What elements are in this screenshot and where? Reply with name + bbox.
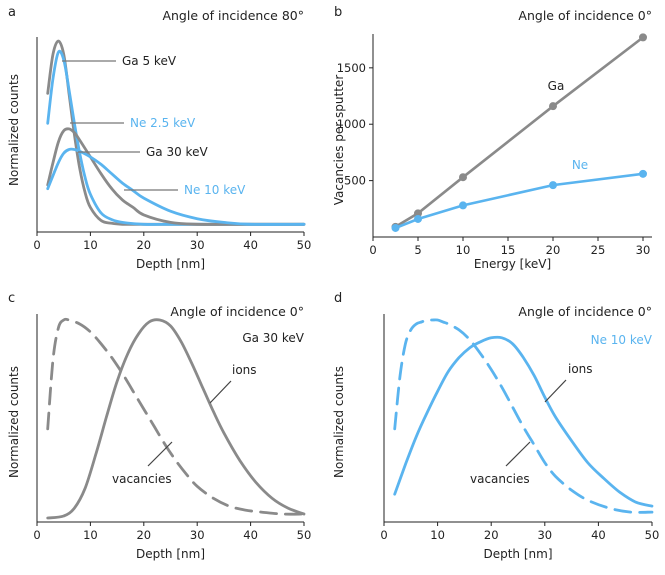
series-line-ga-30-kev bbox=[46, 127, 306, 226]
x-tick-label: 50 bbox=[297, 238, 312, 252]
data-point-ga bbox=[549, 102, 557, 111]
panel-b: b Angle of incidence 0° 0 5 10 15 20 25 30 500 100… bbox=[332, 5, 652, 271]
series-line-ga bbox=[394, 36, 645, 229]
panel-letter: c bbox=[8, 291, 15, 306]
x-tick-label: 20 bbox=[546, 243, 561, 257]
panel-letter: a bbox=[8, 5, 16, 20]
x-tick-label: 30 bbox=[537, 528, 552, 542]
panel-d: d Angle of incidence 0° 0 10 20 30 40 50 Depth [… bbox=[332, 291, 659, 561]
x-tick-label: 0 bbox=[33, 238, 40, 252]
x-tick-label: 0 bbox=[369, 243, 376, 257]
chart-title: Angle of incidence 0° bbox=[518, 8, 652, 23]
series-line-ne-10-kev bbox=[46, 147, 306, 226]
x-tick-label: 50 bbox=[645, 528, 660, 542]
subtitle: Ga 30 keV bbox=[242, 331, 304, 345]
x-tick-label: 20 bbox=[136, 238, 151, 252]
y-axis-label: Normalized counts bbox=[7, 366, 21, 478]
annotation-label: Ne 2.5 keV bbox=[130, 116, 196, 130]
series-line-ions bbox=[393, 335, 654, 508]
annotation-leader bbox=[544, 379, 567, 403]
annotation-leader bbox=[209, 380, 232, 404]
annotation-label: vacancies bbox=[470, 472, 530, 486]
y-tick-label: 500 bbox=[344, 174, 366, 188]
chart-title: Angle of incidence 0° bbox=[170, 304, 304, 319]
x-axis-label: Depth [nm] bbox=[483, 547, 552, 561]
chart-title: Angle of incidence 0° bbox=[518, 304, 652, 319]
annotation-leader bbox=[505, 441, 531, 467]
data-point-ne bbox=[639, 169, 647, 178]
x-tick-label: 25 bbox=[591, 243, 606, 257]
data-point-ga bbox=[639, 33, 647, 42]
data-point-ga bbox=[414, 209, 422, 218]
y-axis-label: Vacancies per sputter bbox=[332, 75, 346, 206]
series-line-vacancies bbox=[393, 318, 654, 514]
x-tick-label: 20 bbox=[484, 528, 499, 542]
y-axis-label: Normalized counts bbox=[332, 366, 346, 478]
x-tick-label: 40 bbox=[591, 528, 606, 542]
series-line-ga-5-kev bbox=[46, 39, 306, 226]
data-point-ne bbox=[414, 214, 422, 223]
panel-letter: b bbox=[334, 5, 342, 20]
data-point-ga bbox=[459, 173, 467, 182]
x-tick-label: 10 bbox=[430, 528, 445, 542]
x-tick-label: 40 bbox=[243, 528, 258, 542]
chart-title: Angle of incidence 80° bbox=[162, 8, 304, 23]
y-tick-label: 1000 bbox=[337, 117, 366, 131]
x-axis-label: Depth [nm] bbox=[136, 257, 205, 271]
x-tick-label: 0 bbox=[380, 528, 387, 542]
panel-a: a Angle of incidence 80° 0 10 20 30 40 50 Depth … bbox=[7, 5, 311, 271]
y-axis-label: Normalized counts bbox=[7, 74, 21, 186]
x-tick-label: 10 bbox=[83, 528, 98, 542]
y-tick-label: 1500 bbox=[337, 61, 366, 75]
panel-c: c Angle of incidence 0° 0 10 20 30 40 50 Depth [… bbox=[7, 291, 311, 561]
annotation-label: Ga 30 keV bbox=[146, 145, 208, 159]
x-axis-label: Energy [keV] bbox=[474, 257, 551, 271]
annotation-label: vacancies bbox=[112, 472, 172, 486]
x-tick-label: 30 bbox=[636, 243, 651, 257]
panel-letter: d bbox=[334, 291, 342, 306]
subtitle: Ne 10 keV bbox=[591, 333, 653, 347]
annotation-label: ions bbox=[568, 362, 593, 376]
x-tick-label: 30 bbox=[190, 238, 205, 252]
data-point-ne bbox=[459, 201, 467, 210]
annotation-label: Ga 5 keV bbox=[122, 54, 177, 68]
x-axis-label: Depth [nm] bbox=[136, 547, 205, 561]
data-point-ne bbox=[391, 223, 400, 232]
x-tick-label: 30 bbox=[190, 528, 205, 542]
x-tick-label: 15 bbox=[501, 243, 516, 257]
x-tick-label: 10 bbox=[456, 243, 471, 257]
annotation-label: Ne 10 keV bbox=[184, 183, 246, 197]
x-tick-label: 10 bbox=[83, 238, 98, 252]
annotation-label: ions bbox=[232, 363, 257, 377]
x-tick-label: 40 bbox=[243, 238, 258, 252]
series-line-ions bbox=[46, 318, 306, 520]
x-tick-label: 5 bbox=[414, 243, 421, 257]
series-line-vacancies bbox=[46, 317, 306, 516]
x-tick-label: 0 bbox=[33, 528, 40, 542]
annotation-leader bbox=[147, 441, 173, 467]
data-point-ne bbox=[549, 181, 557, 190]
series-label-ga: Ga bbox=[548, 79, 565, 93]
series-label-ne: Ne bbox=[572, 158, 588, 172]
x-tick-label: 50 bbox=[297, 528, 312, 542]
x-tick-label: 20 bbox=[136, 528, 151, 542]
